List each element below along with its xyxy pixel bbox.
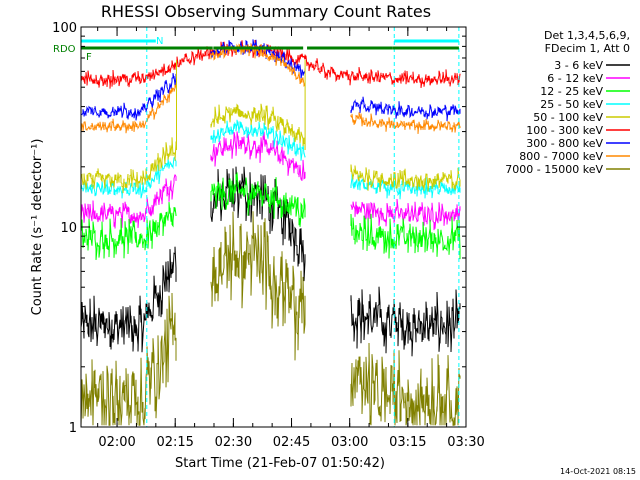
x-tick-label: 02:30 <box>215 435 252 450</box>
plot-frame <box>80 26 467 428</box>
legend-header-2: FDecim 1, Att 0 <box>545 42 630 55</box>
y-tick-label: 10 <box>60 221 77 236</box>
legend-label-6: 100 - 300 keV <box>526 124 603 137</box>
series-line-2 <box>80 131 461 231</box>
legend-label-8: 800 - 7000 keV <box>519 150 603 163</box>
y-tick-label: 1 <box>69 421 77 436</box>
series-line-3 <box>80 172 461 260</box>
legend: Det 1,3,4,5,6,9, FDecim 1, Att 0 3 - 6 k… <box>505 29 630 176</box>
legend-label-2: 6 - 12 keV <box>547 72 603 85</box>
f-flag-label: F <box>86 52 92 63</box>
x-tick-label: 02:00 <box>98 435 135 450</box>
plot-area: RDO N F <box>53 27 461 427</box>
y-axis-label: Count Rate (s⁻¹ detector⁻¹) <box>30 139 45 316</box>
x-axis-label: Start Time (21-Feb-07 01:50:42) <box>175 456 385 471</box>
legend-label-5: 50 - 100 keV <box>533 111 603 124</box>
legend-label-4: 25 - 50 keV <box>540 98 603 111</box>
series-line-4 <box>80 119 461 200</box>
rd-flag-label: RDO <box>53 44 76 55</box>
night-flag-label: N <box>156 36 163 47</box>
x-tick-label: 03:00 <box>331 435 368 450</box>
series-line-6 <box>80 39 461 89</box>
series-line-5 <box>80 103 461 194</box>
series-line-9 <box>80 211 461 426</box>
legend-label-3: 12 - 25 keV <box>540 85 603 98</box>
footer-date: 14-Oct-2021 08:15 <box>560 467 636 476</box>
chart-title: RHESSI Observing Summary Count Rates <box>101 2 431 21</box>
legend-label-1: 3 - 6 keV <box>554 59 603 72</box>
legend-header-1: Det 1,3,4,5,6,9, <box>544 29 630 42</box>
legend-label-7: 300 - 800 keV <box>526 137 603 150</box>
y-tick-label: 100 <box>52 21 77 36</box>
x-tick-label: 03:15 <box>389 435 426 450</box>
legend-label-9: 7000 - 15000 keV <box>505 163 603 176</box>
x-tick-label: 03:30 <box>447 435 484 450</box>
axes: 02:00 02:15 02:30 02:45 03:00 03:15 03:30 1 10 10… <box>52 21 485 450</box>
x-tick-label: 02:45 <box>273 435 310 450</box>
x-tick-label: 02:15 <box>156 435 193 450</box>
